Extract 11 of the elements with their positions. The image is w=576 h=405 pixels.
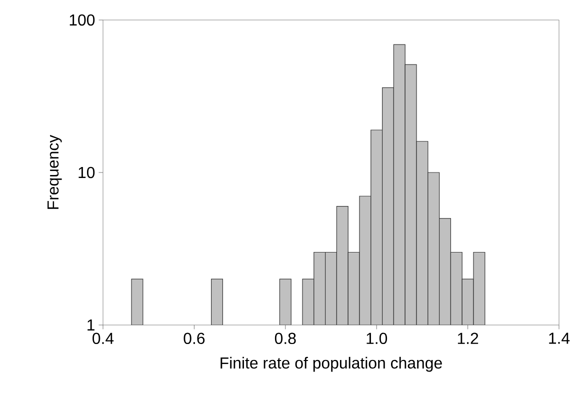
x-tick-label: 1.0 — [366, 332, 388, 344]
x-tick-label: 0.6 — [184, 332, 205, 344]
x-tick-label: 1.4 — [549, 332, 570, 344]
x-axis-title: Finite rate of population change — [220, 356, 442, 372]
x-tick-label: 1.2 — [458, 332, 478, 344]
y-tick-label: 10 — [78, 166, 95, 178]
y-tick-label: 100 — [70, 14, 95, 26]
x-tick-label: 0.4 — [92, 332, 114, 344]
y-axis-title: Frequency — [48, 134, 62, 209]
y-tick-label: 1 — [88, 320, 94, 330]
x-tick-label: 0.8 — [274, 332, 296, 344]
